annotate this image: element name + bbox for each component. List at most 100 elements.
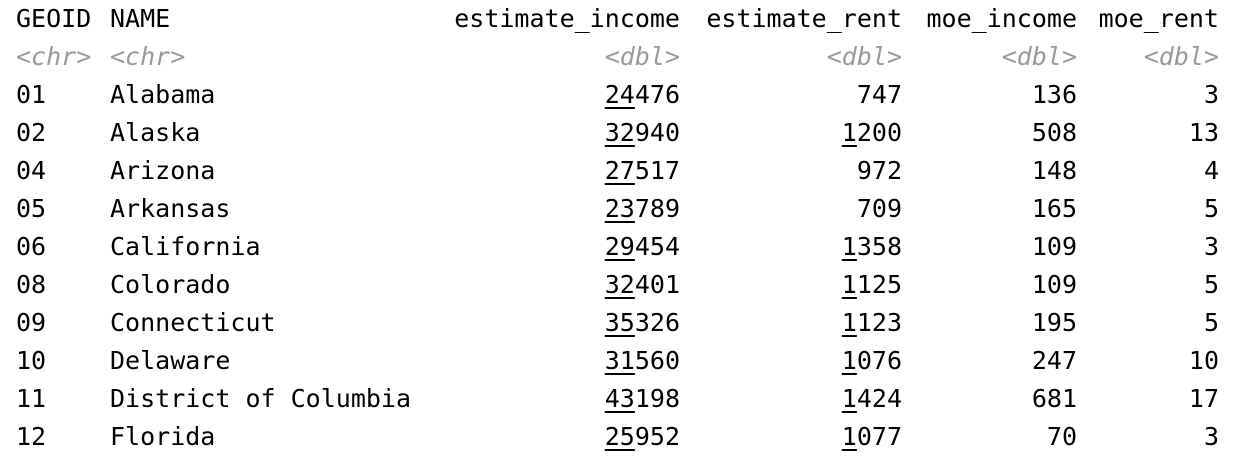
cell-moe-income: 247 [1031,346,1077,375]
cell-geoid: 06 [16,232,47,261]
cell-estimate-income: 32401 [604,270,680,299]
digit-group-underline: 29 [604,232,635,261]
cell-estimate-rent: 1076 [841,346,902,375]
table-row: 10 Delaware 31560 1076 247 10 [0,342,1248,380]
table-row: 06 California 29454 1358 109 3 [0,228,1248,266]
cell-geoid: 01 [16,80,47,109]
digit-group-underline: 35 [604,308,635,337]
digit-group-underline: 32 [604,118,635,147]
cell-moe-rent: 3 [1203,80,1219,109]
table-row: 02 Alaska 32940 1200 508 13 [0,114,1248,152]
type-name: <chr> [110,42,186,71]
header-moe-income: moe_income [926,4,1077,33]
cell-moe-income: 109 [1031,232,1077,261]
type-moe-rent: <dbl> [1143,42,1219,71]
cell-moe-rent: 10 [1188,346,1219,375]
header-moe-rent: moe_rent [1098,4,1219,33]
cell-name: Arizona [110,156,216,185]
cell-moe-income: 508 [1031,118,1077,147]
cell-estimate-rent: 972 [856,156,902,185]
digit-group-underline: 1 [841,232,857,261]
cell-estimate-income: 23789 [604,194,680,223]
digit-group-underline: 25 [604,422,635,451]
cell-moe-rent: 13 [1188,118,1219,147]
table-row: 01 Alabama 24476 747 136 3 [0,76,1248,114]
cell-moe-income: 136 [1031,80,1077,109]
cell-estimate-income: 24476 [604,80,680,109]
cell-estimate-rent: 1200 [841,118,902,147]
cell-estimate-rent: 747 [856,80,902,109]
type-geoid: <chr> [16,42,92,71]
cell-estimate-income: 35326 [604,308,680,337]
cell-name: Alaska [110,118,201,147]
cell-estimate-income: 31560 [604,346,680,375]
cell-moe-rent: 3 [1203,422,1219,451]
header-name: NAME [110,4,171,33]
digit-group-underline: 23 [604,194,635,223]
cell-name: Delaware [110,346,231,375]
table-header: GEOID NAME estimate_income estimate_rent… [0,0,1248,38]
cell-geoid: 05 [16,194,47,223]
cell-estimate-rent: 1125 [841,270,902,299]
digit-group-underline: 1 [841,270,857,299]
digit-group-underline: 1 [841,118,857,147]
cell-name: District of Columbia [110,384,412,413]
digit-group-underline: 31 [604,346,635,375]
digit-group-underline: 1 [841,308,857,337]
cell-moe-income: 681 [1031,384,1077,413]
column-types: <chr> <chr> <dbl> <dbl> <dbl> <dbl> [0,38,1248,76]
digit-group-underline: 27 [604,156,635,185]
digit-group-underline: 24 [604,80,635,109]
header-estimate-income: estimate_income [454,4,680,33]
table-row: 11 District of Columbia 43198 1424 681 17 [0,380,1248,418]
table-row: 12 Florida 25952 1077 70 3 [0,418,1248,456]
cell-moe-income: 148 [1031,156,1077,185]
cell-moe-income: 195 [1031,308,1077,337]
cell-moe-rent: 4 [1203,156,1219,185]
cell-estimate-income: 32940 [604,118,680,147]
cell-moe-rent: 17 [1188,384,1219,413]
cell-estimate-rent: 1424 [841,384,902,413]
cell-name: Florida [110,422,216,451]
cell-moe-income: 70 [1046,422,1077,451]
cell-geoid: 11 [16,384,47,413]
cell-name: Alabama [110,80,216,109]
header-estimate-rent: estimate_rent [706,4,902,33]
cell-moe-rent: 5 [1203,194,1219,223]
cell-name: Colorado [110,270,231,299]
cell-geoid: 10 [16,346,47,375]
table-row: 05 Arkansas 23789 709 165 5 [0,190,1248,228]
cell-estimate-income: 27517 [604,156,680,185]
cell-name: Connecticut [110,308,276,337]
digit-group-underline: 1 [841,346,857,375]
digit-group-underline: 43 [604,384,635,413]
cell-geoid: 04 [16,156,47,185]
type-estimate-income: <dbl> [604,42,680,71]
cell-moe-rent: 3 [1203,232,1219,261]
cell-moe-income: 165 [1031,194,1077,223]
cell-geoid: 09 [16,308,47,337]
cell-estimate-rent: 1358 [841,232,902,261]
cell-moe-rent: 5 [1203,308,1219,337]
cell-name: California [110,232,261,261]
table-row: 08 Colorado 32401 1125 109 5 [0,266,1248,304]
type-moe-income: <dbl> [1001,42,1077,71]
cell-geoid: 08 [16,270,47,299]
cell-estimate-rent: 1123 [841,308,902,337]
header-geoid: GEOID [16,4,92,33]
cell-geoid: 12 [16,422,47,451]
digit-group-underline: 1 [841,384,857,413]
cell-estimate-income: 29454 [604,232,680,261]
type-estimate-rent: <dbl> [826,42,902,71]
digit-group-underline: 32 [604,270,635,299]
cell-estimate-income: 25952 [604,422,680,451]
cell-moe-rent: 5 [1203,270,1219,299]
cell-geoid: 02 [16,118,47,147]
table-row: 04 Arizona 27517 972 148 4 [0,152,1248,190]
digit-group-underline: 1 [841,422,857,451]
cell-name: Arkansas [110,194,231,223]
cell-estimate-income: 43198 [604,384,680,413]
cell-estimate-rent: 709 [856,194,902,223]
cell-moe-income: 109 [1031,270,1077,299]
